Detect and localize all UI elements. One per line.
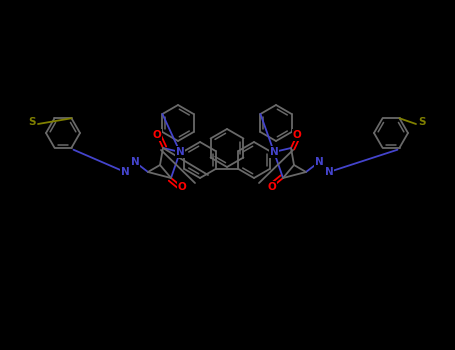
Text: N: N: [270, 147, 278, 157]
Text: S: S: [418, 117, 426, 127]
Text: N: N: [314, 157, 324, 167]
Text: O: O: [268, 182, 276, 192]
Text: O: O: [152, 130, 162, 140]
Text: O: O: [293, 130, 301, 140]
Text: N: N: [121, 167, 129, 177]
Text: N: N: [131, 157, 139, 167]
Text: S: S: [28, 117, 36, 127]
Text: N: N: [324, 167, 334, 177]
Text: O: O: [177, 182, 187, 192]
Text: N: N: [176, 147, 184, 157]
